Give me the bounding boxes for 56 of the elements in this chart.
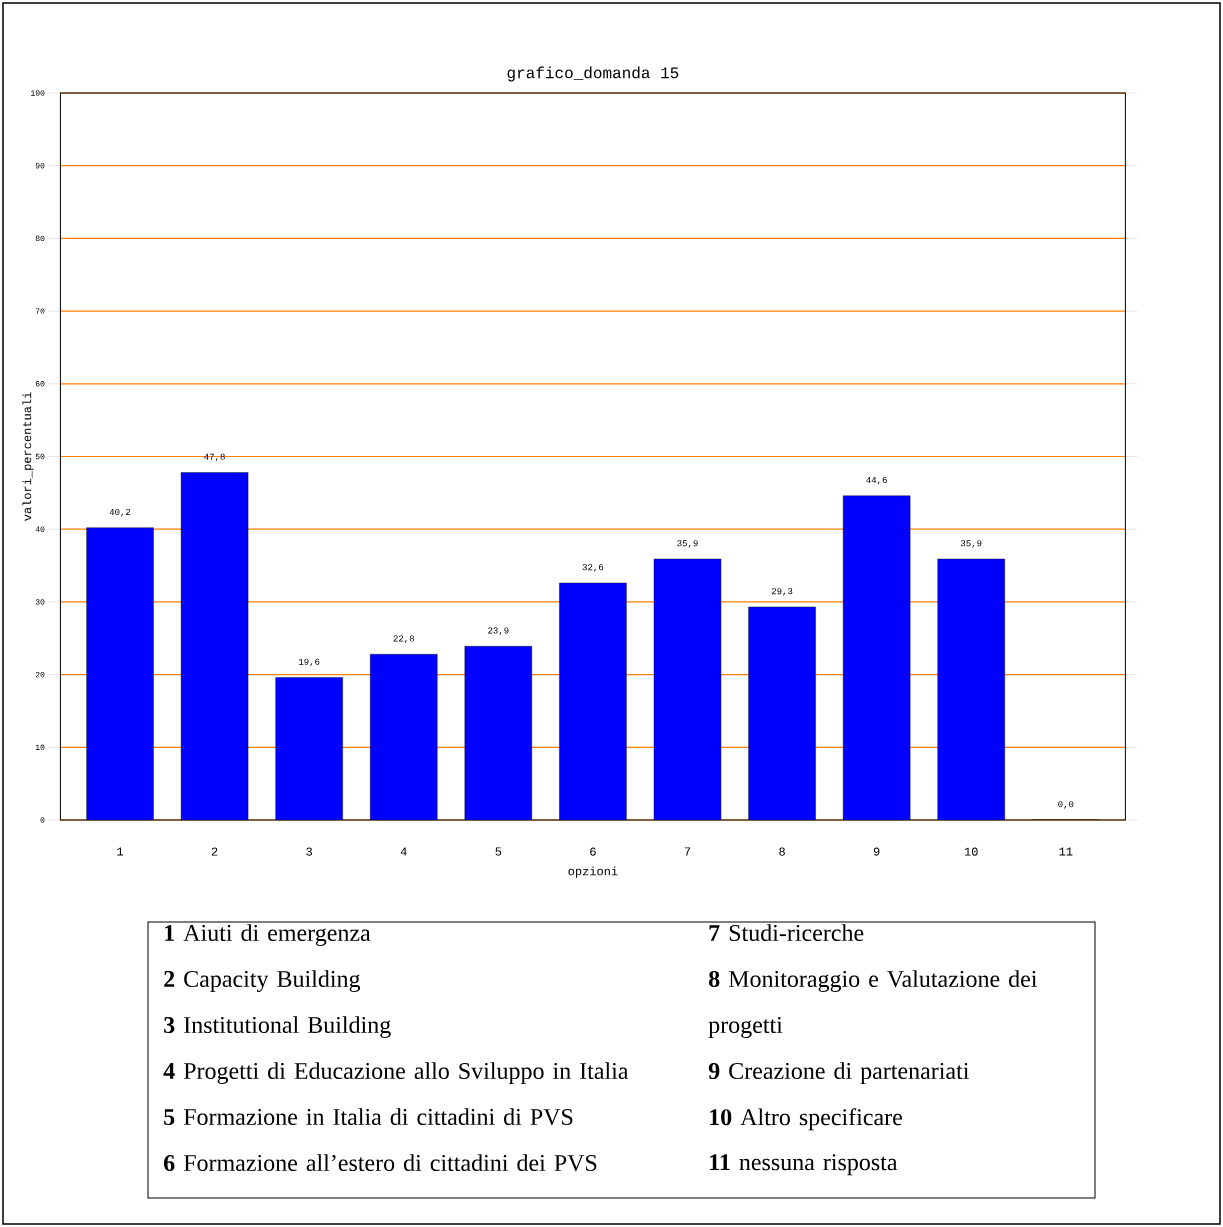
data-label: 29,3 [771, 588, 793, 596]
x-tick-label: 5 [495, 847, 502, 856]
data-label: 32,6 [582, 564, 604, 572]
y-tick-label: 70 [35, 308, 45, 314]
data-label: 0,0 [1058, 801, 1074, 809]
bar [181, 472, 249, 820]
text: 2 Capacity Building [164, 970, 361, 993]
bar [748, 606, 816, 820]
bar [653, 559, 721, 820]
y-tick-label: 50 [35, 453, 45, 460]
bar [937, 559, 1005, 820]
data-label: 22,8 [393, 635, 414, 644]
x-tick-label: 6 [590, 847, 596, 856]
data-label: 19,6 [299, 658, 320, 667]
y-tick-label: 60 [35, 381, 45, 387]
data-label: 23,9 [488, 627, 509, 636]
y-tick-label: 40 [35, 526, 45, 532]
text: 3 Institutional Building [164, 1016, 391, 1039]
x-tick-label: 2 [211, 847, 218, 856]
x-tick-label: 4 [400, 847, 407, 856]
bar [86, 527, 154, 820]
bar [275, 677, 343, 820]
text: 6 Formazione all’estero di cittadini dei PVS [164, 1154, 597, 1172]
y-axis-title: valori_percentuali [22, 392, 34, 521]
text: 1 Aiuti di emergenza [165, 924, 371, 947]
y-tick-label: 10 [35, 744, 45, 751]
x-axis-title: opzioni [568, 866, 618, 878]
x-tick-label: 11 [1059, 847, 1073, 856]
data-label: 35,9 [677, 540, 698, 548]
text: 11 nessuna risposta [710, 1154, 898, 1176]
text: 5 Formazione in Italia di cittadini di PVS [164, 1108, 573, 1126]
bar [843, 495, 911, 820]
x-tick-label: 10 [964, 847, 978, 856]
bar [464, 646, 532, 820]
text: 7 Studi-ricerche [709, 924, 864, 942]
x-tick-label: 3 [306, 847, 313, 856]
text: 9 Creazione di partenariati [708, 1062, 969, 1084]
y-tick-label: 80 [35, 235, 45, 242]
data-label: 35,9 [961, 540, 982, 548]
data-label: 44,6 [866, 476, 887, 485]
data-label: 40,2 [109, 508, 131, 517]
y-tick-label: 30 [35, 599, 45, 605]
y-tick-label: 100 [31, 90, 45, 96]
text: 8 Monitoraggio e Valutazione dei progetti [708, 970, 1038, 1039]
x-tick-label: 8 [779, 847, 785, 856]
x-tick-label: 1 [117, 847, 124, 856]
y-tick-label: 90 [35, 162, 45, 169]
x-tick-label: 9 [873, 847, 880, 856]
text: 10 Altro specificare [710, 1108, 902, 1131]
y-tick-label: 20 [35, 671, 45, 678]
chart-title: grafico_domanda 15 [507, 66, 679, 82]
bar [559, 582, 627, 820]
x-tick-label: 7 [684, 847, 691, 856]
bar [370, 654, 438, 820]
text: 4 Progetti di Educazione allo Sviluppo in Italia [163, 1062, 629, 1085]
y-tick-label: 0 [40, 817, 45, 823]
